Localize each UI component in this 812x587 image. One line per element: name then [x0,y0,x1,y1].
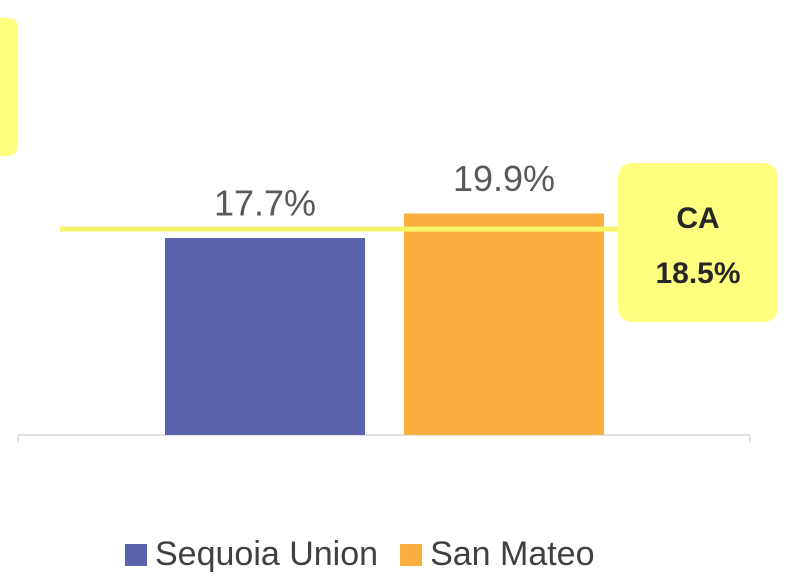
value-label: 19.9% [453,158,555,199]
callout-box [618,163,778,322]
legend-swatch [400,544,423,566]
callout-label: CA [676,202,719,235]
bar [165,237,365,435]
bar [404,213,604,435]
legend-label: San Mateo [430,535,594,573]
callout-box [0,18,18,156]
legend-swatch [125,544,147,566]
callout-value: 18.5% [655,257,740,290]
value-label: 17.7% [214,183,316,224]
legend-label: Sequoia Union [155,535,378,573]
